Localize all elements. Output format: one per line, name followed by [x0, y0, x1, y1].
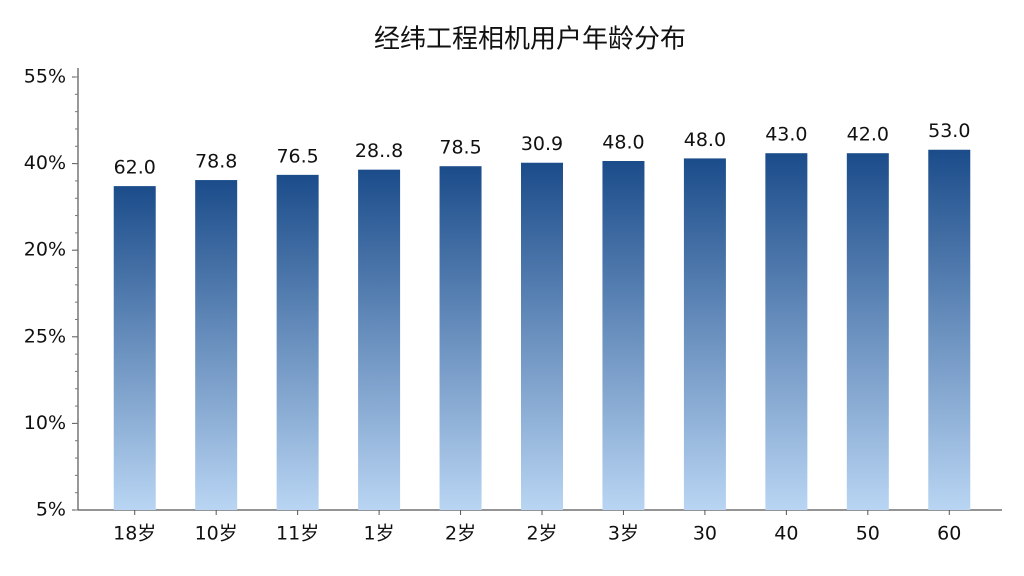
bar-label: 53.0	[928, 120, 970, 142]
x-tick-label: 10岁	[195, 523, 238, 545]
x-tick-label: 60	[937, 523, 961, 545]
bar-label: 48.0	[684, 129, 726, 151]
bar-label: 42.0	[847, 124, 889, 146]
bar-label: 62.0	[114, 157, 156, 179]
bar	[846, 153, 889, 510]
bar-label: 43.0	[765, 124, 807, 146]
bar	[683, 158, 726, 511]
y-tick-label: 40%	[24, 152, 66, 174]
chart-title: 经纬工程相机用户年龄分布	[374, 25, 686, 55]
bar	[928, 149, 971, 510]
bar-label: 30.9	[521, 133, 563, 155]
y-tick-label: 10%	[24, 412, 66, 434]
bar-label: 78.5	[439, 137, 481, 159]
x-tick-label: 2岁	[445, 523, 476, 545]
x-tick-label: 18岁	[113, 523, 156, 545]
bar	[113, 186, 156, 510]
x-tick-label: 11岁	[276, 523, 319, 545]
y-tick-label: 20%	[24, 239, 66, 261]
x-tick-label: 50	[856, 523, 880, 545]
bar-label: 76.5	[276, 145, 318, 167]
bar	[765, 153, 808, 510]
bar	[276, 174, 319, 510]
y-tick-label: 55%	[24, 66, 66, 88]
x-tick-label: 1岁	[364, 523, 395, 545]
bar-label: 78.8	[195, 151, 237, 173]
bar	[521, 162, 563, 510]
bar	[195, 180, 238, 510]
bar	[358, 169, 401, 511]
x-tick-label: 30	[693, 523, 717, 545]
bar	[439, 166, 482, 510]
bar	[602, 161, 645, 510]
bar-label: 28..8	[355, 140, 403, 162]
y-tick-label: 25%	[24, 325, 66, 347]
x-tick-label: 40	[774, 523, 798, 545]
x-tick-label: 2岁	[526, 523, 557, 545]
y-tick-label: 5%	[36, 499, 66, 521]
x-tick-label: 3岁	[608, 523, 639, 545]
bar-label: 48.0	[602, 132, 644, 154]
